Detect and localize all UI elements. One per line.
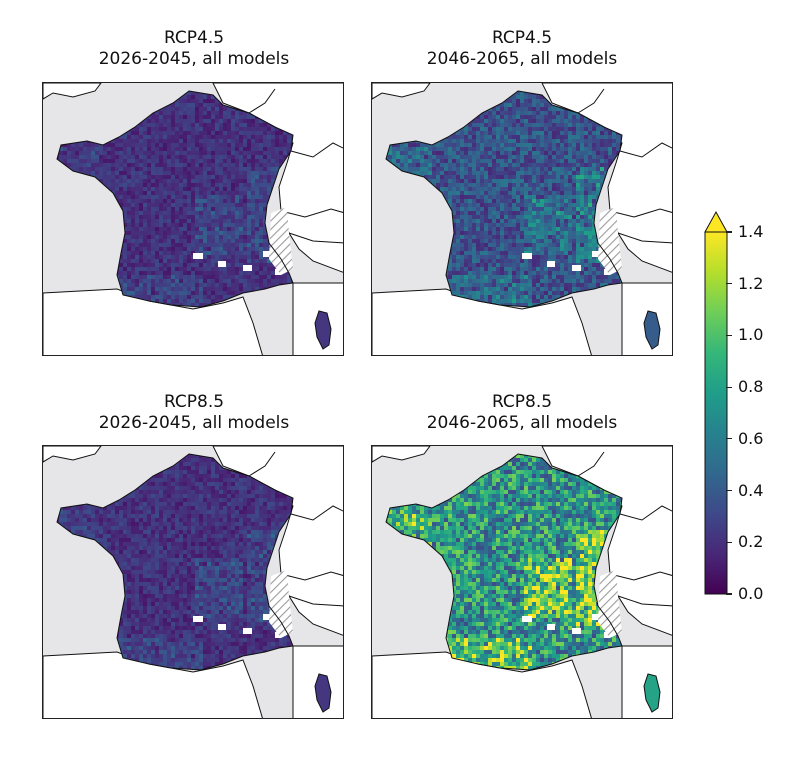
neighbour-land (43, 446, 102, 463)
country-border (619, 142, 672, 158)
map-svg (43, 83, 343, 355)
period-label: 2026-2045, all models (29, 49, 359, 70)
map-panel-rcp85-2026 (42, 445, 344, 719)
panel-title-rcp85-2026: RCP8.5 2026-2045, all models (29, 392, 359, 434)
france-coastline (56, 90, 294, 308)
colorbar-tick-mark (726, 489, 732, 492)
colorbar-tick-mark (726, 386, 732, 388)
country-border (609, 571, 672, 581)
scenario-label: RCP8.5 (357, 392, 687, 413)
france-coastline (385, 90, 623, 308)
corsica (643, 310, 661, 350)
corsica (314, 310, 332, 350)
map-svg (372, 446, 672, 718)
country-border (288, 232, 343, 244)
map-panel-rcp45-2046 (371, 82, 673, 356)
corsica (314, 673, 332, 713)
hatched-region (598, 207, 622, 275)
colorbar (704, 210, 728, 595)
france-coastline (56, 453, 294, 671)
country-border (609, 208, 672, 218)
colorbar-extend-arrow (704, 210, 728, 233)
colorbar-tick-label: 0.6 (738, 430, 763, 447)
colorbar-tick-label: 0.2 (738, 534, 763, 550)
colorbar-tick-label: 1.2 (738, 275, 763, 292)
period-label: 2046-2065, all models (357, 413, 687, 434)
period-label: 2046-2065, all models (357, 49, 687, 70)
map-panel-rcp85-2046 (371, 445, 673, 719)
scenario-label: RCP4.5 (29, 28, 359, 49)
country-border (248, 88, 276, 114)
colorbar-tick-label: 1.4 (738, 224, 763, 240)
country-border (280, 208, 343, 218)
colorbar-tick-label: 0.0 (738, 586, 763, 602)
scenario-label: RCP8.5 (29, 392, 359, 413)
colorbar-tick-mark (726, 283, 732, 285)
colorbar-tick-label: 1.0 (738, 327, 763, 343)
panel-title-rcp45-2046: RCP4.5 2046-2065, all models (357, 28, 687, 70)
map-svg (372, 83, 672, 355)
scenario-label: RCP4.5 (357, 28, 687, 49)
neighbour-land (372, 83, 431, 100)
country-border (617, 232, 672, 244)
corsica (643, 673, 661, 713)
country-border (280, 571, 343, 581)
colorbar-tick-mark (726, 231, 732, 233)
country-border (577, 451, 605, 477)
hatched-region (269, 570, 293, 638)
country-border (290, 505, 343, 521)
country-border (577, 88, 605, 114)
france-coastline (385, 453, 623, 671)
colorbar-gradient (704, 231, 728, 595)
colorbar-tick-label: 0.4 (738, 482, 763, 499)
hatched-region (598, 570, 622, 638)
hatched-region (269, 207, 293, 275)
country-border (288, 595, 343, 607)
colorbar-tick-mark (726, 438, 732, 440)
neighbour-land (372, 446, 431, 463)
colorbar-tick-mark (726, 541, 732, 543)
panel-title-rcp85-2046: RCP8.5 2046-2065, all models (357, 392, 687, 434)
country-border (248, 451, 276, 477)
map-panel-rcp45-2026 (42, 82, 344, 356)
colorbar-tick-label: 0.8 (738, 379, 763, 395)
map-svg (43, 446, 343, 718)
period-label: 2026-2045, all models (29, 413, 359, 434)
country-border (619, 505, 672, 521)
colorbar-tick-mark (726, 593, 732, 595)
country-border (617, 595, 672, 607)
neighbour-land (43, 83, 102, 100)
panel-title-rcp45-2026: RCP4.5 2026-2045, all models (29, 28, 359, 70)
colorbar-tick-mark (726, 334, 732, 337)
country-border (290, 142, 343, 158)
